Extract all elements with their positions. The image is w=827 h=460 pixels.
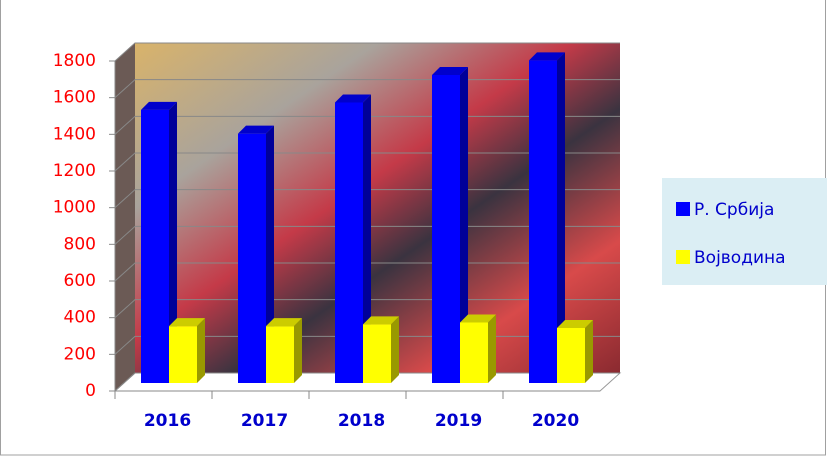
bar-top [460,314,496,323]
bar-side [294,318,302,383]
bar-side [266,125,274,384]
y-tick-label: 0 [85,381,96,401]
x-tick-label: 2020 [532,411,579,431]
bar-top [432,67,468,75]
bar [335,102,363,383]
bar-top [335,94,371,103]
y-tick-label: 1200 [53,161,96,181]
bar [432,75,460,383]
y-tick-label: 200 [64,344,96,364]
y-tick-label: 400 [64,308,96,328]
bar-top [169,318,205,327]
bar-side [391,316,399,383]
bar-top [238,125,274,134]
x-tick-label: 2018 [338,411,385,431]
bar-top [141,101,177,110]
bar [363,324,391,383]
bar [460,322,488,383]
bar-top [266,318,302,327]
y-tick-label: 1800 [53,51,96,71]
y-tick-label: 1400 [53,124,96,144]
bar-top [529,52,565,61]
y-tick-label: 800 [64,234,96,254]
grid-line [114,42,620,62]
x-tick-label: 2019 [435,411,482,431]
bar [266,326,294,383]
bar-top [363,316,399,325]
x-tick-label: 2017 [241,411,288,431]
legend-swatch [676,250,690,264]
y-tick-label: 1600 [53,88,96,108]
bar [529,60,557,383]
bar-side [488,314,496,383]
legend-swatch [676,202,690,216]
bar-side [169,101,177,383]
bar [557,328,585,383]
bar-side [460,67,468,383]
bar [238,133,266,383]
bar-top [557,320,593,328]
bar-side [557,52,565,383]
bar [169,326,197,383]
bar-side [197,318,205,383]
legend-label: Р. Србија [694,200,774,220]
y-tick-label: 600 [64,271,96,291]
x-tick-label: 2016 [144,411,191,431]
bar [141,109,169,383]
bar-side [585,320,593,383]
legend-box [662,178,827,285]
y-tick-label: 1000 [53,198,96,218]
legend-label: Војводина [694,248,786,268]
bar-side [363,94,371,383]
